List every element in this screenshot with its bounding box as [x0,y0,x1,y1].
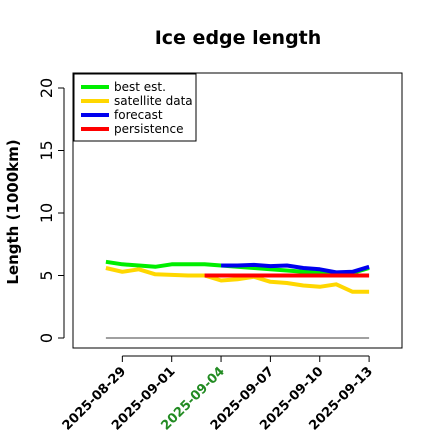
y-tick-label: 10 [37,203,56,223]
legend: best est.satellite dataforecastpersisten… [73,73,197,142]
chart-title: Ice edge length [155,27,322,49]
y-tick-label: 20 [37,78,56,98]
legend-label: persistence [114,122,183,136]
series-layer [105,259,370,294]
legend-label: best est. [114,80,166,94]
y-tick-label: 5 [37,270,56,280]
y-tick-label: 0 [37,333,56,343]
legend-label: forecast [114,108,163,122]
series-line-satellite-data [105,266,370,294]
y-tick-label: 15 [37,140,56,160]
y-axis: 0 5 10 15 20 [37,78,65,343]
x-axis: 2025-08-292025-09-012025-09-042025-09-07… [60,355,376,434]
series-line-forecast [221,262,370,275]
plot-frame [72,72,403,349]
y-axis-label: Length (1000km) [4,139,22,284]
legend-label: satellite data [114,94,193,108]
legend-items: best est.satellite dataforecastpersisten… [81,80,193,136]
